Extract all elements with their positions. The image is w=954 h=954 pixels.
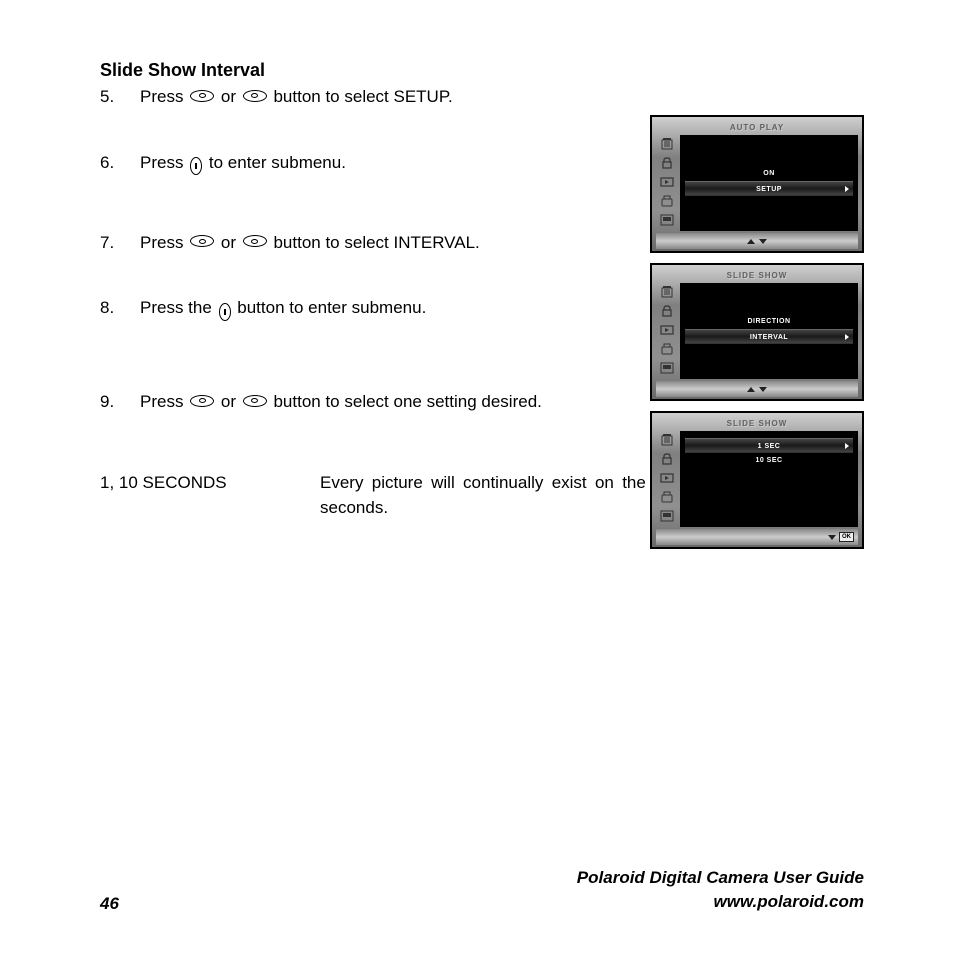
sidebar-icon xyxy=(659,213,675,227)
lcd-screen: SLIDE SHOWDIRECTIONINTERVAL xyxy=(650,263,864,401)
step-7: 7. Press or button to select INTERVAL. xyxy=(100,231,620,255)
text-part: button to select one setting desired. xyxy=(269,392,542,411)
guide-info: Polaroid Digital Camera User Guide www.p… xyxy=(577,866,864,914)
down-button-icon xyxy=(243,90,267,102)
step-number: 7. xyxy=(100,231,140,255)
text-part: button to select SETUP. xyxy=(269,87,453,106)
sidebar-icon xyxy=(659,137,675,151)
sidebar-icon xyxy=(659,323,675,337)
lcd-screen: SLIDE SHOW1 SEC10 SECOK xyxy=(650,411,864,549)
lcd-footer xyxy=(656,233,858,249)
step-number: 8. xyxy=(100,296,140,320)
up-button-icon xyxy=(190,90,214,102)
text-part: or xyxy=(216,87,241,106)
down-arrow-icon xyxy=(759,239,767,244)
sidebar-icon xyxy=(659,471,675,485)
text-part: Press the xyxy=(140,298,217,317)
step-text: Press or button to select SETUP. xyxy=(140,85,620,109)
section-heading: Slide Show Interval xyxy=(100,60,864,81)
text-part: or xyxy=(216,233,241,252)
text-part: button to enter submenu. xyxy=(233,298,427,317)
lcd-title: AUTO PLAY xyxy=(656,121,858,135)
text-part: to enter submenu. xyxy=(204,153,346,172)
right-button-icon xyxy=(190,157,202,175)
text-part: Press xyxy=(140,392,188,411)
guide-url: www.polaroid.com xyxy=(577,890,864,914)
sidebar-icon xyxy=(659,342,675,356)
menu-item: INTERVAL xyxy=(685,329,853,344)
down-button-icon xyxy=(243,235,267,247)
lcd-display: 1 SEC10 SEC xyxy=(680,431,858,527)
menu-item: 10 SEC xyxy=(685,453,853,468)
up-arrow-icon xyxy=(747,387,755,392)
sidebar-icon xyxy=(659,452,675,466)
step-number: 5. xyxy=(100,85,140,109)
lcd-sidebar-icons xyxy=(656,283,680,379)
down-arrow-icon xyxy=(828,535,836,540)
text-part: button to select INTERVAL. xyxy=(269,233,480,252)
step-text: Press or button to select one setting de… xyxy=(140,390,620,414)
up-button-icon xyxy=(190,235,214,247)
sidebar-icon xyxy=(659,285,675,299)
step-number: 9. xyxy=(100,390,140,414)
lcd-footer xyxy=(656,381,858,397)
lcd-title: SLIDE SHOW xyxy=(656,417,858,431)
sidebar-icon xyxy=(659,361,675,375)
sidebar-icon xyxy=(659,509,675,523)
sidebar-icon xyxy=(659,194,675,208)
step-text: Press the button to enter submenu. xyxy=(140,296,620,320)
lcd-sidebar-icons xyxy=(656,431,680,527)
step-8: 8. Press the button to enter submenu. xyxy=(100,296,620,320)
down-arrow-icon xyxy=(759,387,767,392)
step-text: Press to enter submenu. xyxy=(140,151,620,175)
step-5: 5. Press or button to select SETUP. xyxy=(100,85,620,109)
guide-title: Polaroid Digital Camera User Guide xyxy=(577,866,864,890)
desc-label: 1, 10 SECONDS xyxy=(100,470,320,521)
lcd-title: SLIDE SHOW xyxy=(656,269,858,283)
lcd-screenshots: AUTO PLAYONSETUPSLIDE SHOWDIRECTIONINTER… xyxy=(650,115,864,549)
instruction-steps: 5. Press or button to select SETUP. 6. P… xyxy=(100,85,620,414)
up-arrow-icon xyxy=(747,239,755,244)
lcd-screen: AUTO PLAYONSETUP xyxy=(650,115,864,253)
lcd-sidebar-icons xyxy=(656,135,680,231)
step-9: 9. Press or button to select one setting… xyxy=(100,390,620,414)
sidebar-icon xyxy=(659,433,675,447)
text-part: Press xyxy=(140,153,188,172)
sidebar-icon xyxy=(659,304,675,318)
lcd-display: ONSETUP xyxy=(680,135,858,231)
menu-item: 1 SEC xyxy=(685,438,853,453)
right-button-icon xyxy=(219,303,231,321)
sidebar-icon xyxy=(659,156,675,170)
lcd-display: DIRECTIONINTERVAL xyxy=(680,283,858,379)
step-number: 6. xyxy=(100,151,140,175)
menu-item: DIRECTION xyxy=(685,314,853,329)
lcd-footer: OK xyxy=(656,529,858,545)
page-footer: 46 Polaroid Digital Camera User Guide ww… xyxy=(100,866,864,914)
text-part: Press xyxy=(140,87,188,106)
menu-item: SETUP xyxy=(685,181,853,196)
sidebar-icon xyxy=(659,175,675,189)
page-number: 46 xyxy=(100,894,119,914)
up-button-icon xyxy=(190,395,214,407)
down-button-icon xyxy=(243,395,267,407)
step-text: Press or button to select INTERVAL. xyxy=(140,231,620,255)
ok-indicator: OK xyxy=(839,532,854,542)
step-6: 6. Press to enter submenu. xyxy=(100,151,620,175)
text-part: Press xyxy=(140,233,188,252)
text-part: or xyxy=(216,392,241,411)
sidebar-icon xyxy=(659,490,675,504)
menu-item: ON xyxy=(685,166,853,181)
